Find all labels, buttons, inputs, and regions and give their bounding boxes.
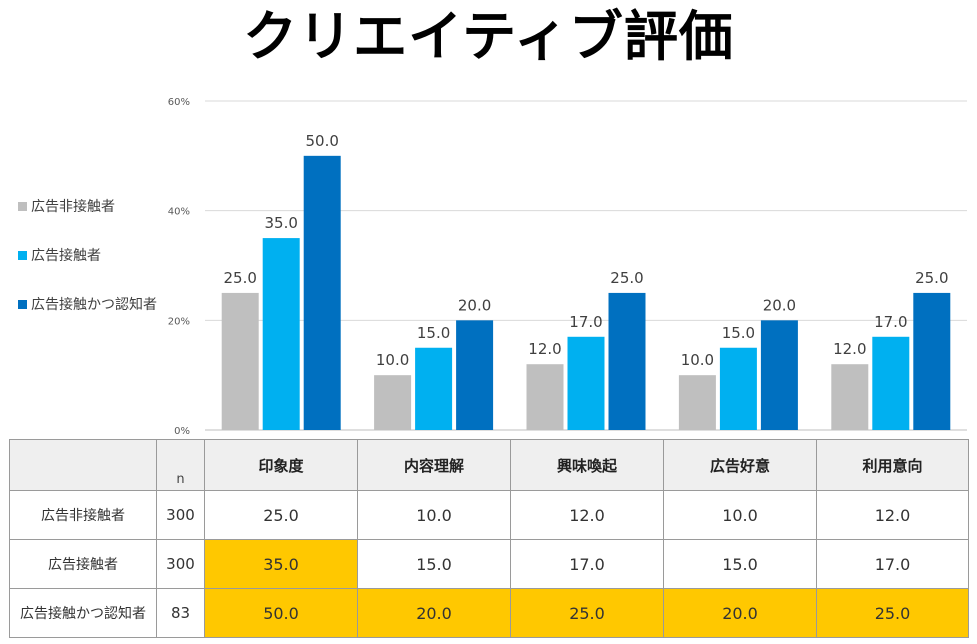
data-label: 25.0 bbox=[610, 269, 643, 287]
data-label: 12.0 bbox=[833, 340, 866, 358]
bar bbox=[678, 375, 716, 430]
bar bbox=[872, 336, 910, 430]
table-header-col: 印象度 bbox=[204, 439, 358, 491]
legend-item-contact: 広告接触者 bbox=[18, 245, 188, 265]
data-label: 15.0 bbox=[417, 324, 450, 342]
bar bbox=[913, 292, 951, 430]
bar bbox=[221, 292, 259, 430]
data-label: 17.0 bbox=[874, 313, 907, 331]
table-header-col: 内容理解 bbox=[357, 439, 511, 491]
table-cell: 50.0 bbox=[204, 588, 358, 638]
table-cell: 25.0 bbox=[510, 588, 664, 638]
bar bbox=[456, 320, 494, 430]
legend-label-non-contact: 広告非接触者 bbox=[31, 199, 115, 215]
chart-legend: 広告非接触者 広告接触者 広告接触かつ認知者 bbox=[18, 196, 188, 343]
bar bbox=[374, 375, 412, 430]
table-header-col: 利用意向 bbox=[816, 439, 969, 491]
y-tick-label: 60% bbox=[168, 97, 190, 108]
data-label: 50.0 bbox=[305, 132, 338, 150]
table-cell: 10.0 bbox=[357, 490, 511, 540]
bar bbox=[760, 320, 798, 430]
table-cell: 10.0 bbox=[663, 490, 817, 540]
table-cell: 12.0 bbox=[816, 490, 969, 540]
data-label: 17.0 bbox=[569, 313, 602, 331]
legend-swatch-contact bbox=[18, 250, 27, 260]
data-label: 10.0 bbox=[376, 351, 409, 369]
bar bbox=[608, 292, 646, 430]
table-cell: 15.0 bbox=[357, 539, 511, 589]
table-body: n 印象度 内容理解 興味喚起 広告好意 利用意向 広告非接触者 300 25.0 1… bbox=[9, 439, 969, 638]
table-cell: 17.0 bbox=[510, 539, 664, 589]
table-cell-n: 300 bbox=[156, 539, 205, 589]
table-cell: 15.0 bbox=[663, 539, 817, 589]
y-tick-label: 20% bbox=[168, 316, 190, 327]
table-row: 広告接触者 300 35.0 15.0 17.0 15.0 17.0 bbox=[9, 539, 969, 589]
bar bbox=[303, 155, 341, 430]
table-header-col: 広告好意 bbox=[663, 439, 817, 491]
table-cell: 20.0 bbox=[357, 588, 511, 638]
table-cell-n: 300 bbox=[156, 490, 205, 540]
data-label: 20.0 bbox=[763, 296, 796, 314]
table-row-label: 広告接触者 bbox=[9, 539, 157, 589]
data-label: 35.0 bbox=[264, 214, 297, 232]
table-cell: 25.0 bbox=[816, 588, 969, 638]
table-row: 広告非接触者 300 25.0 10.0 12.0 10.0 12.0 bbox=[9, 490, 969, 540]
bar bbox=[567, 336, 605, 430]
table-cell: 17.0 bbox=[816, 539, 969, 589]
data-label: 12.0 bbox=[528, 340, 561, 358]
table-row-label: 広告接触かつ認知者 bbox=[9, 588, 157, 638]
bar bbox=[262, 238, 300, 430]
data-label: 25.0 bbox=[223, 269, 256, 287]
table-cell: 12.0 bbox=[510, 490, 664, 540]
table-cell: 20.0 bbox=[663, 588, 817, 638]
table-cell: 35.0 bbox=[204, 539, 358, 589]
table-header-n: n bbox=[156, 439, 205, 491]
legend-item-contact-aware: 広告接触かつ認知者 bbox=[18, 294, 188, 314]
data-label: 25.0 bbox=[915, 269, 948, 287]
table-header-row: n 印象度 内容理解 興味喚起 広告好意 利用意向 bbox=[9, 439, 969, 491]
y-tick-label: 40% bbox=[168, 207, 190, 218]
legend-label-contact-aware: 広告接触かつ認知者 bbox=[31, 297, 157, 313]
legend-swatch-non-contact bbox=[18, 201, 27, 211]
bar-chart: 0% 20% 40% 60% 25.0 35.0 50.0 10.0 15.0 20.0 12.0 1… bbox=[168, 97, 967, 437]
data-label: 10.0 bbox=[681, 351, 714, 369]
y-tick-label: 0% bbox=[174, 426, 190, 437]
table-row-label: 広告非接触者 bbox=[9, 490, 157, 540]
bar bbox=[831, 364, 869, 430]
bar bbox=[415, 347, 453, 430]
bar bbox=[719, 347, 757, 430]
data-table: n 印象度 内容理解 興味喚起 広告好意 利用意向 広告非接触者 300 25.0 1… bbox=[9, 439, 969, 638]
bar bbox=[526, 364, 564, 430]
table-cell: 25.0 bbox=[204, 490, 358, 540]
table-header-col: 興味喚起 bbox=[510, 439, 664, 491]
legend-swatch-contact-aware bbox=[18, 299, 27, 309]
legend-label-contact: 広告接触者 bbox=[31, 248, 101, 264]
data-label: 15.0 bbox=[722, 324, 755, 342]
page-title: クリエイティブ評価 bbox=[243, 5, 734, 68]
table-header-blank bbox=[9, 439, 157, 491]
table-cell-n: 83 bbox=[156, 588, 205, 638]
legend-item-non-contact: 広告非接触者 bbox=[18, 196, 188, 216]
table-row: 広告接触かつ認知者 83 50.0 20.0 25.0 20.0 25.0 bbox=[9, 588, 969, 638]
data-label: 20.0 bbox=[458, 296, 491, 314]
